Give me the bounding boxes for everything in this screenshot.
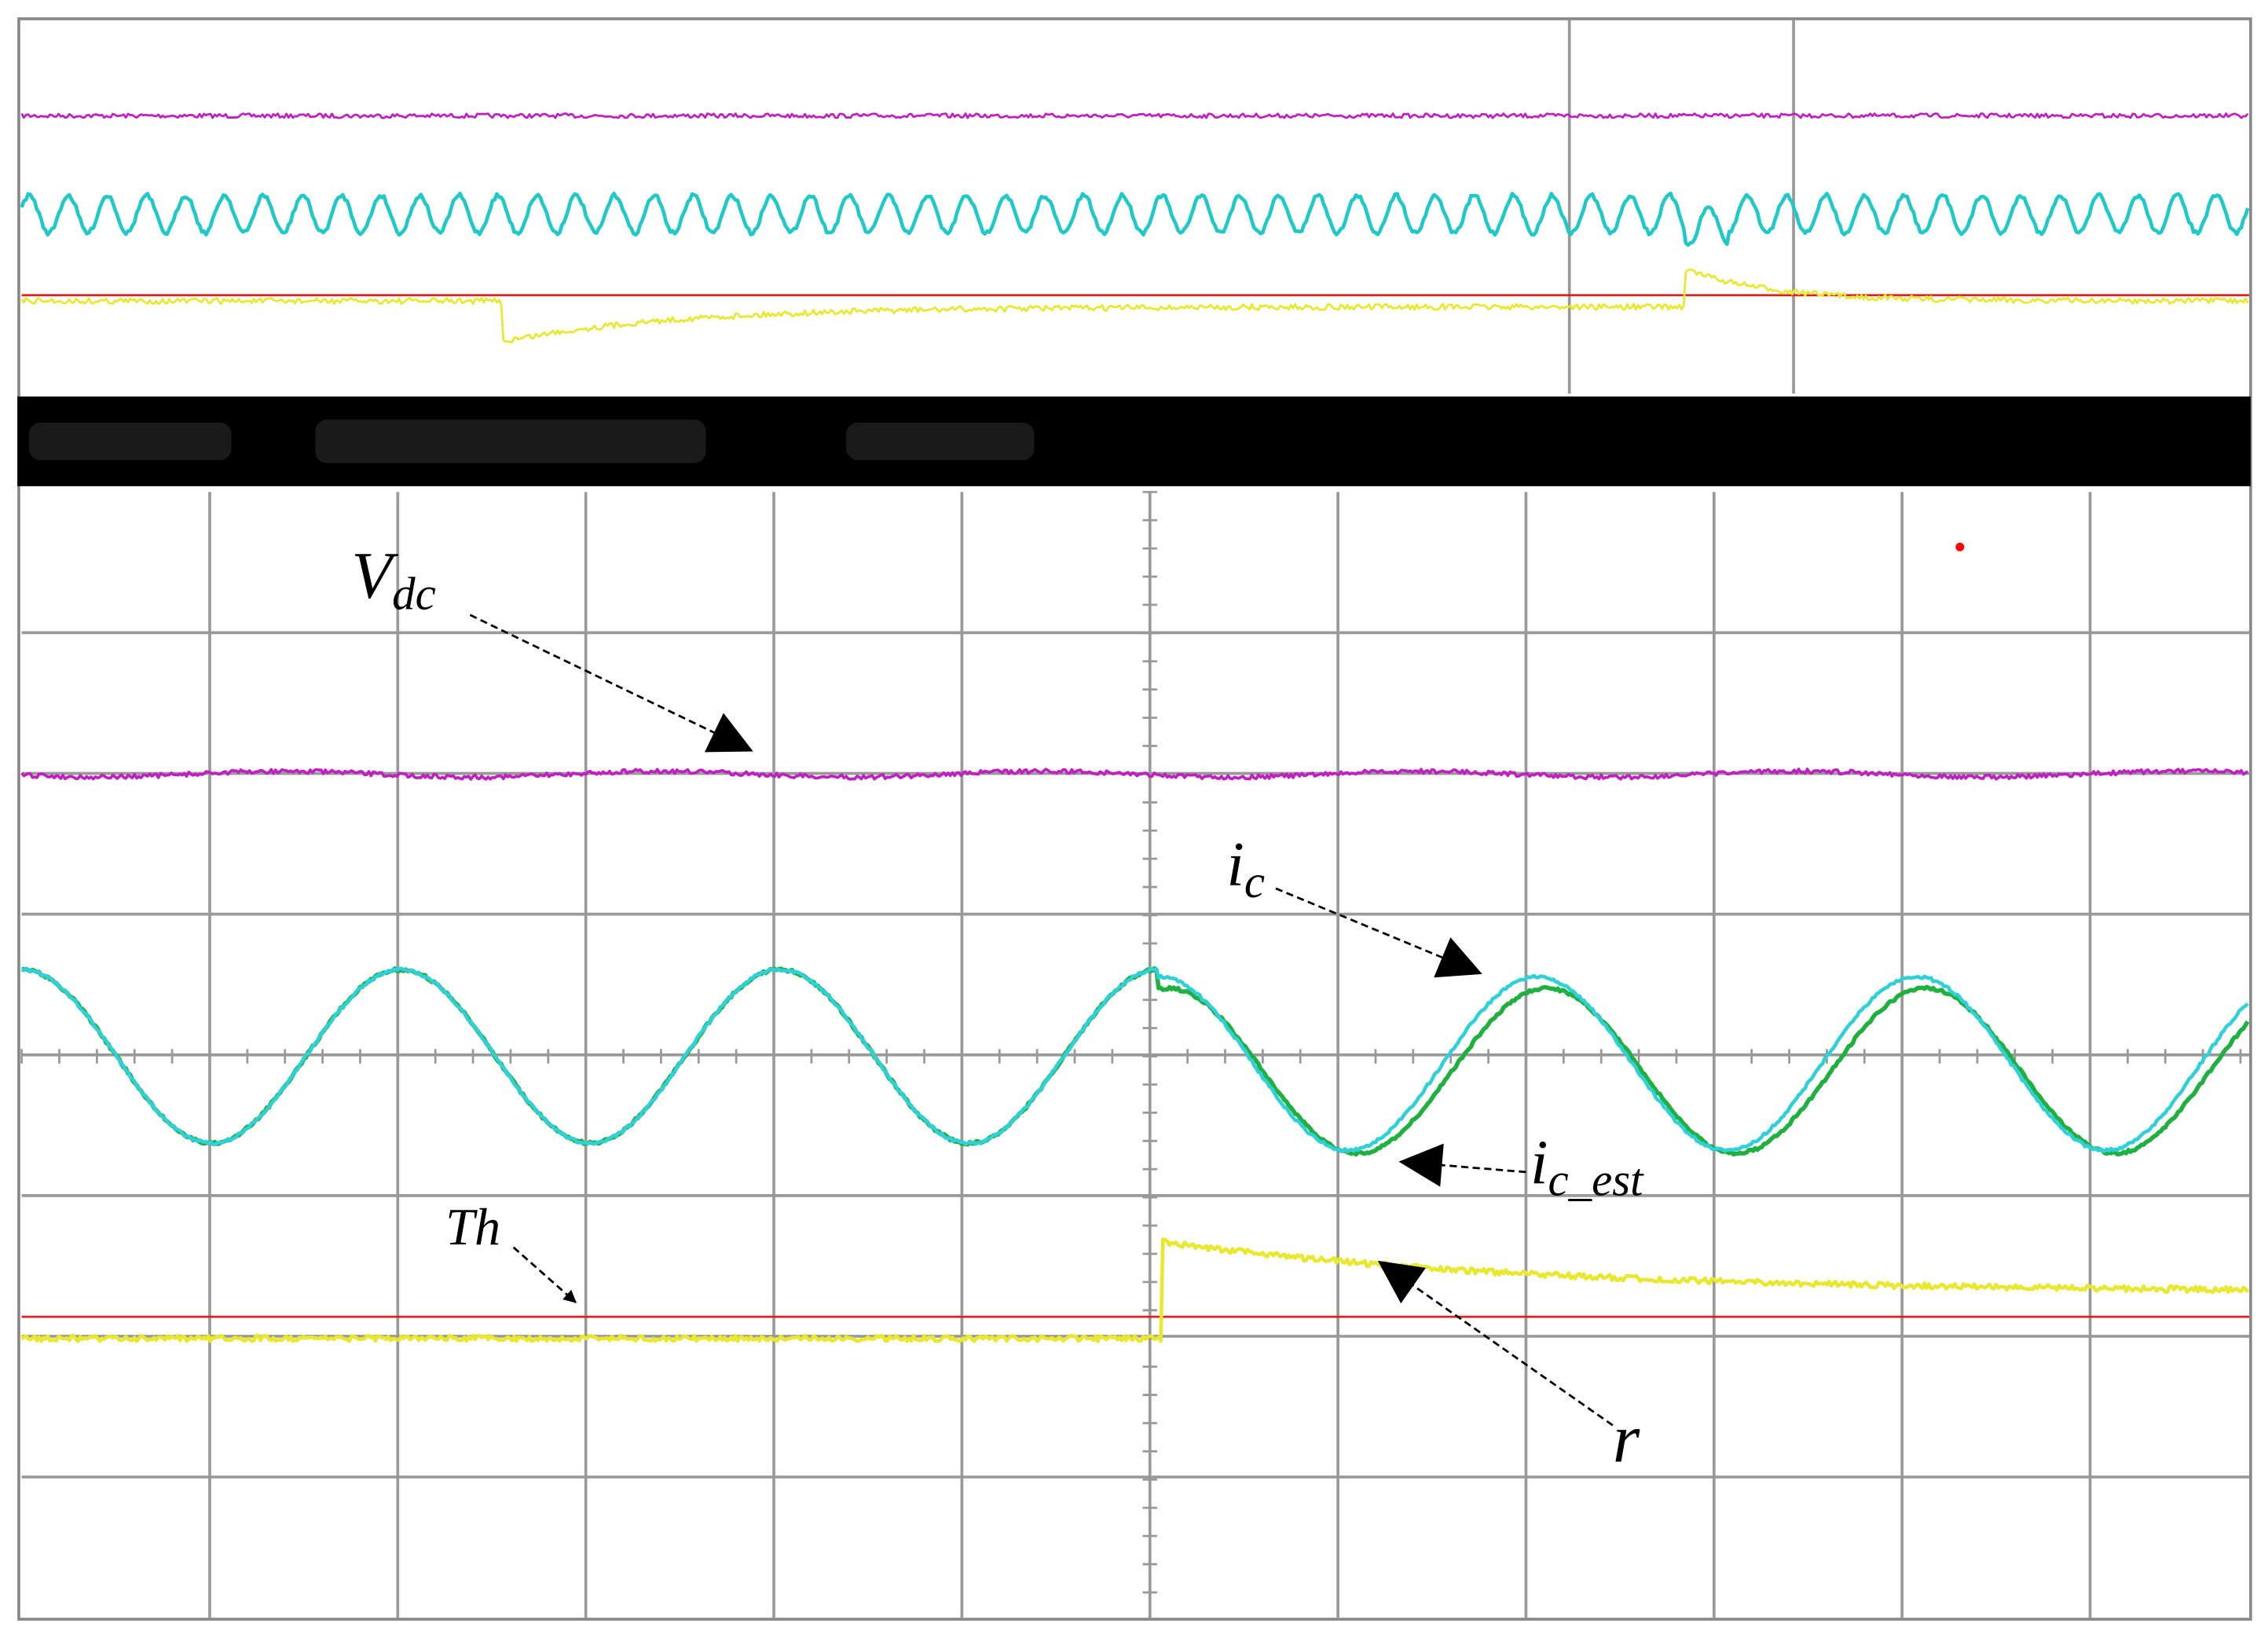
overview-panel	[20, 20, 2250, 394]
marker-dot	[1955, 542, 1965, 551]
arrow	[469, 614, 753, 753]
status-bar-redacted	[28, 420, 1035, 464]
trace-r	[20, 1237, 2250, 1343]
trace-ic	[20, 191, 2250, 247]
annotations: Vdc ic ic_est Th r	[351, 540, 1644, 1478]
arrow	[512, 1246, 577, 1303]
arrow	[1275, 887, 1482, 978]
label-th: Th	[445, 1199, 500, 1256]
trace-vdc	[20, 112, 2249, 119]
label-r: r	[1613, 1400, 1640, 1477]
label-vdc: Vdc	[351, 540, 435, 620]
arrow	[1398, 1143, 1526, 1187]
trace-r	[20, 268, 2249, 343]
frame	[17, 17, 2252, 1621]
label-ic-est: ic_est	[1530, 1127, 1644, 1206]
traces	[20, 768, 2250, 1343]
trace-vdc	[20, 768, 2249, 781]
label-ic: ic	[1226, 829, 1265, 907]
trace-ic	[20, 966, 2249, 1153]
arrow	[1377, 1260, 1614, 1427]
